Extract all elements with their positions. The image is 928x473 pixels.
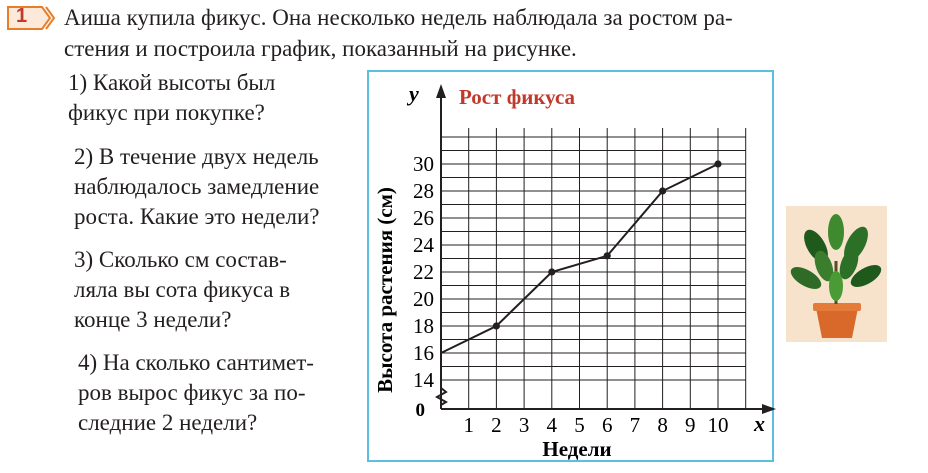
data-point bbox=[492, 322, 500, 330]
chart-grid bbox=[441, 128, 747, 410]
question-4-line-2: ров вырос фикус за по- bbox=[78, 380, 306, 405]
y-tick-label: 16 bbox=[413, 341, 434, 365]
y-tick-label: 22 bbox=[413, 260, 434, 284]
y-axis-arrow-icon bbox=[436, 84, 446, 98]
question-2-line-1: 2) В течение двух недель bbox=[74, 144, 319, 169]
question-1-line-1: 1) Какой высоты был bbox=[68, 70, 276, 95]
x-tick-label: 4 bbox=[547, 413, 558, 437]
x-axis-letter: x bbox=[753, 411, 765, 436]
question-4-line-1: 4) На сколько сантимет- bbox=[78, 350, 314, 375]
data-point bbox=[714, 160, 722, 168]
task-intro: Аиша купила фикус. Она несколько недель … bbox=[64, 2, 924, 64]
series-line bbox=[440, 163, 719, 354]
question-4: 4) На сколько сантимет- ров вырос фикус … bbox=[78, 348, 378, 438]
ficus-plant-icon bbox=[790, 214, 882, 338]
task-number-badge: 1 bbox=[6, 4, 56, 30]
x-tick-label: 1 bbox=[463, 413, 474, 437]
y-tick-label: 14 bbox=[413, 368, 435, 392]
question-4-line-3: следние 2 недели? bbox=[78, 410, 258, 435]
y-tick-label: 26 bbox=[413, 206, 434, 230]
x-tick-label: 6 bbox=[602, 413, 613, 437]
x-tick-label: 9 bbox=[685, 413, 696, 437]
x-tick-label: 3 bbox=[519, 413, 530, 437]
data-point bbox=[548, 268, 556, 276]
question-3-line-1: 3) Сколько см состав- bbox=[74, 247, 287, 272]
y-tick-label: 24 bbox=[413, 233, 435, 257]
question-2: 2) В течение двух недель наблюдалось зам… bbox=[74, 142, 374, 232]
y-tick-label: 30 bbox=[413, 152, 434, 176]
task-number: 1 bbox=[16, 5, 28, 27]
data-point bbox=[603, 252, 611, 260]
intro-line-1: Аиша купила фикус. Она несколько недель … bbox=[64, 5, 733, 30]
x-tick-label: 2 bbox=[491, 413, 502, 437]
chart-series bbox=[440, 160, 722, 354]
badge-arrow-icon bbox=[7, 6, 56, 30]
question-1-line-2: фикус при покупке? bbox=[68, 100, 265, 125]
chart-ticks: 1 2 3 4 5 6 7 8 9 10 14 16 18 20 22 24 26 28 30 bbox=[413, 152, 729, 437]
question-3: 3) Сколько см состав- ляла вы сота фикус… bbox=[74, 245, 374, 335]
x-tick-label: 8 bbox=[657, 413, 668, 437]
data-point bbox=[659, 187, 667, 195]
x-tick-label: 5 bbox=[574, 413, 585, 437]
question-3-line-3: конце 3 недели? bbox=[74, 307, 232, 332]
question-2-line-2: наблюдалось замедление bbox=[74, 174, 320, 199]
intro-line-2: стения и построила график, показанный на… bbox=[64, 36, 577, 61]
x-axis-arrow-icon bbox=[762, 404, 776, 414]
x-tick-label: 10 bbox=[708, 413, 729, 437]
x-axis-label: Недели bbox=[542, 437, 611, 461]
chart-frame bbox=[367, 70, 774, 462]
x-tick-label: 7 bbox=[630, 413, 641, 437]
axis-break-icon bbox=[434, 387, 448, 406]
y-tick-label: 28 bbox=[413, 179, 434, 203]
chart-axes bbox=[434, 84, 776, 414]
question-3-line-2: ляла вы сота фикуса в bbox=[74, 277, 291, 302]
y-axis-letter: y bbox=[406, 81, 419, 106]
ficus-plant-image bbox=[786, 206, 887, 342]
question-1: 1) Какой высоты был фикус при покупке? bbox=[68, 68, 368, 128]
origin-label: 0 bbox=[416, 400, 426, 421]
y-tick-label: 20 bbox=[413, 287, 434, 311]
y-tick-label: 18 bbox=[413, 314, 434, 338]
y-axis-label: Высота растения (см) bbox=[373, 187, 397, 393]
question-2-line-3: роста. Какие это недели? bbox=[74, 204, 320, 229]
chart-title: Рост фикуса bbox=[459, 85, 576, 109]
